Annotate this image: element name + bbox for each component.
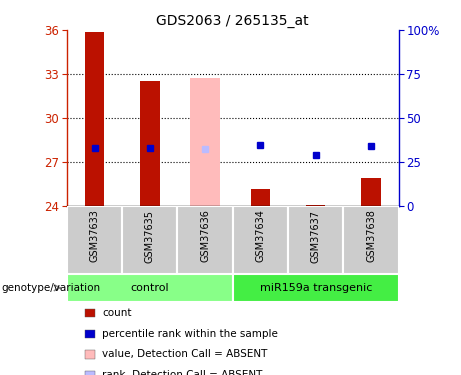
Bar: [85, 32, 104, 206]
Text: GSM37633: GSM37633: [89, 210, 100, 262]
Text: rank, Detection Call = ABSENT: rank, Detection Call = ABSENT: [102, 370, 263, 375]
Bar: [122, 206, 177, 274]
Text: GSM37634: GSM37634: [255, 210, 266, 262]
Text: value, Detection Call = ABSENT: value, Detection Call = ABSENT: [102, 350, 268, 359]
Text: GSM37635: GSM37635: [145, 210, 155, 262]
Text: percentile rank within the sample: percentile rank within the sample: [102, 329, 278, 339]
Text: GSM37636: GSM37636: [200, 210, 210, 262]
Text: GSM37637: GSM37637: [311, 210, 321, 262]
Bar: [177, 206, 233, 274]
Title: GDS2063 / 265135_at: GDS2063 / 265135_at: [156, 13, 309, 28]
Text: count: count: [102, 308, 132, 318]
Text: GSM37638: GSM37638: [366, 210, 376, 262]
Bar: [233, 274, 399, 302]
Text: genotype/variation: genotype/variation: [1, 283, 100, 293]
Bar: [140, 81, 160, 206]
Text: miR159a transgenic: miR159a transgenic: [260, 283, 372, 293]
Bar: [361, 178, 381, 206]
Bar: [190, 78, 220, 206]
Bar: [67, 206, 122, 274]
Bar: [233, 206, 288, 274]
Text: control: control: [130, 283, 169, 293]
Bar: [251, 189, 270, 206]
Bar: [306, 205, 325, 206]
Bar: [288, 206, 343, 274]
Bar: [343, 206, 399, 274]
Bar: [67, 274, 233, 302]
